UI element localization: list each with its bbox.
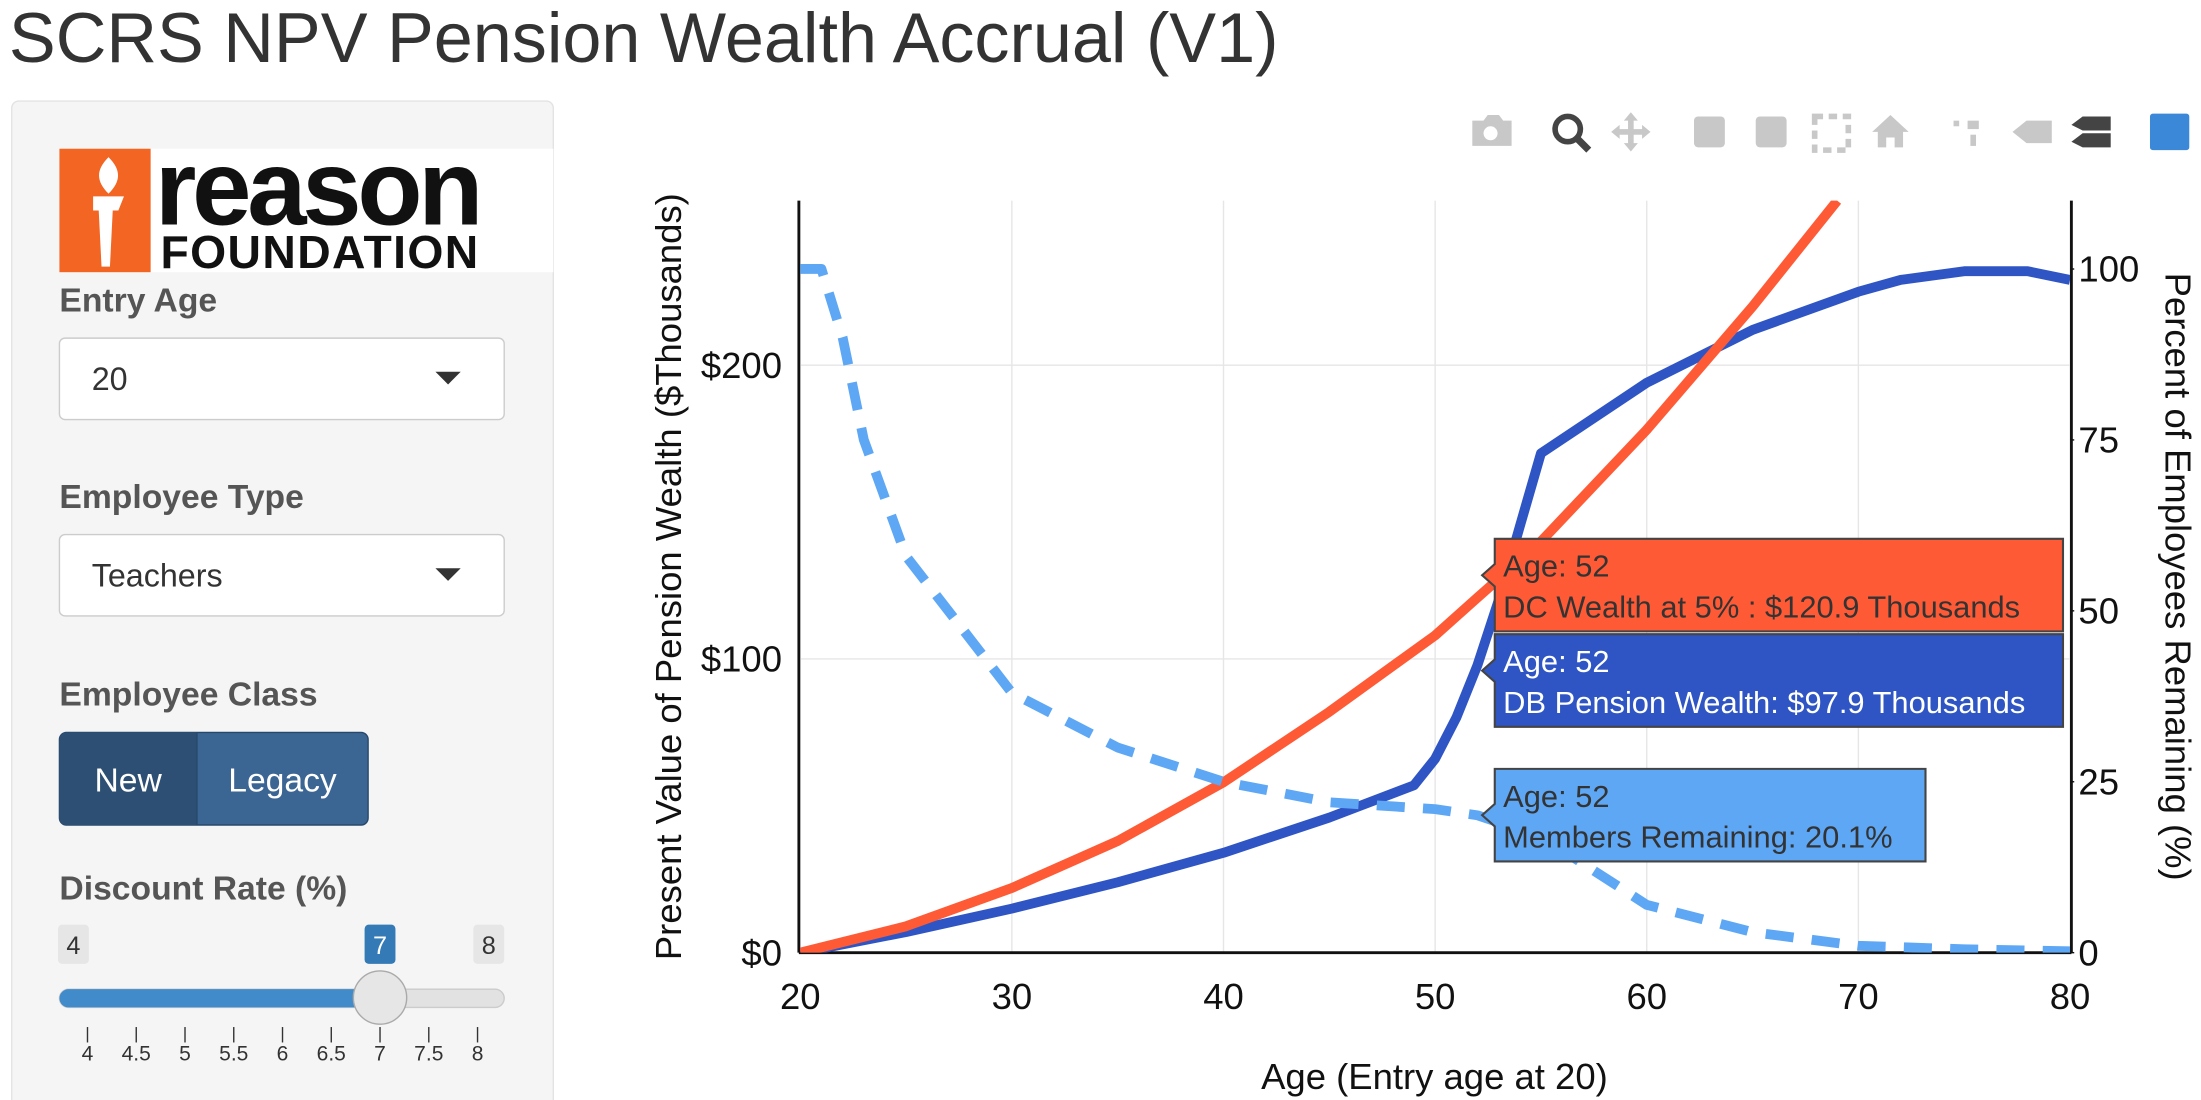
slider-tick-label: 8 <box>472 1043 484 1066</box>
input-label: Employee Type <box>59 479 303 516</box>
slider-label: 7 <box>373 932 387 960</box>
hover-text: Members Remaining: 20.1% <box>1503 819 1892 854</box>
icon-hover-compare[interactable] <box>2071 116 2111 148</box>
hover-box <box>1480 767 1927 863</box>
y2-tick-label: 0 <box>2078 932 2098 973</box>
slider-label-bg <box>364 924 396 964</box>
select-box[interactable] <box>58 533 505 617</box>
x-tick-label: 80 <box>2050 976 2091 1017</box>
icon-zoom-out[interactable] <box>1755 116 1787 148</box>
plot: 20 30 40 50 60 70 80 $0 $100 $200 0 25 50 75 100 Age (E… <box>648 193 2198 1097</box>
select-box[interactable] <box>58 337 505 421</box>
button-label: New <box>95 762 163 799</box>
slider-tick-label: 5 <box>179 1043 191 1066</box>
icon-spike-part <box>1967 120 1979 130</box>
icon-spike-part <box>1970 134 1977 146</box>
slider-label: 4 <box>66 932 80 960</box>
hover-text: Age: 52 <box>1503 549 1609 584</box>
slider-tick-label: 7 <box>374 1043 386 1066</box>
select-caret <box>435 371 461 385</box>
y-axis-title: Present Value of Pension Wealth ($Thousa… <box>648 193 689 960</box>
icon-camera-lens <box>1483 126 1498 141</box>
hover-text: DB Pension Wealth: $97.9 Thousands <box>1503 685 2025 720</box>
hover-text: Age: 52 <box>1503 779 1609 814</box>
x-tick-label: 50 <box>1415 976 1456 1017</box>
icon-autoscale[interactable] <box>1811 113 1852 153</box>
slider-label-bg <box>473 924 505 964</box>
y2-tick-label: 75 <box>2078 420 2119 461</box>
y2-tick-label: 100 <box>2078 249 2139 290</box>
icon-hover-closest[interactable] <box>2012 120 2052 144</box>
hover-text: DC Wealth at 5% : $120.9 Thousands <box>1503 589 2020 624</box>
series-line <box>800 264 2071 953</box>
sidebar: reason FOUNDATION Entry Age 20 Employee … <box>11 100 555 1100</box>
y2-tick-label: 25 <box>2078 761 2119 802</box>
logo-word: reason <box>155 127 479 247</box>
select-value: 20 <box>92 361 128 397</box>
button-new[interactable] <box>59 732 197 825</box>
icon-zoom[interactable] <box>1552 113 1584 145</box>
input-label: Entry Age <box>59 282 217 319</box>
select-caret <box>435 568 461 581</box>
page-title: SCRS NPV Pension Wealth Accrual (V1) <box>9 0 1279 77</box>
series-lines <box>800 200 2071 953</box>
select-value: Teachers <box>92 557 223 593</box>
y-tick-label: $200 <box>701 345 782 386</box>
slider-label-bg <box>58 924 89 964</box>
x-tick-label: 70 <box>1838 976 1879 1017</box>
icon-zoom-handle <box>1573 135 1592 153</box>
series-line <box>800 200 1842 953</box>
slider-tick-label: 7.5 <box>414 1043 443 1066</box>
slider-handle[interactable] <box>352 970 408 1025</box>
modebar <box>1472 112 2190 153</box>
slider-tick-label: 6.5 <box>317 1043 346 1066</box>
hover-text: Age: 52 <box>1503 644 1609 679</box>
y-tick-label: $0 <box>741 932 782 973</box>
icon-plotly[interactable] <box>2149 113 2190 151</box>
hover-box <box>1480 633 2065 728</box>
input-label: Employee Class <box>59 677 317 714</box>
x-tick-label: 20 <box>780 976 821 1017</box>
slider-tick-label: 4 <box>82 1043 94 1066</box>
y2-tick-label: 50 <box>2078 590 2119 631</box>
slider: 4 8 7 4 4.5 5 5.5 6 6.5 7 7.5 8 <box>58 924 505 1066</box>
button-label[interactable]: Legacy <box>228 762 337 799</box>
logo-torch <box>93 157 124 267</box>
logo-sub: FOUNDATION <box>160 226 479 278</box>
y-tick-label: $100 <box>701 639 782 680</box>
x-tick-label: 30 <box>992 976 1033 1017</box>
slider-tick-label: 4.5 <box>122 1043 151 1066</box>
icon-home[interactable] <box>1872 115 1909 148</box>
slider-fill <box>59 989 381 1008</box>
input-label: Discount Rate (%) <box>59 870 347 907</box>
slider-tick-label: 5.5 <box>219 1043 248 1066</box>
x-axis-title: Age (Entry age at 20) <box>1261 1056 1608 1097</box>
x-tick-label: 60 <box>1626 976 1667 1017</box>
hover-box <box>1480 537 2065 633</box>
icon-spike[interactable] <box>1953 120 1960 127</box>
y2-axis-title: Percent of Employees Remaining (%) <box>2157 273 2198 881</box>
slider-label: 8 <box>482 932 496 960</box>
series-line <box>800 266 2071 953</box>
x-tick-label: 40 <box>1203 976 1244 1017</box>
slider-tick-label: 6 <box>277 1043 289 1066</box>
icon-pan[interactable] <box>1611 112 1651 152</box>
icon-zoom-in[interactable] <box>1693 116 1725 148</box>
